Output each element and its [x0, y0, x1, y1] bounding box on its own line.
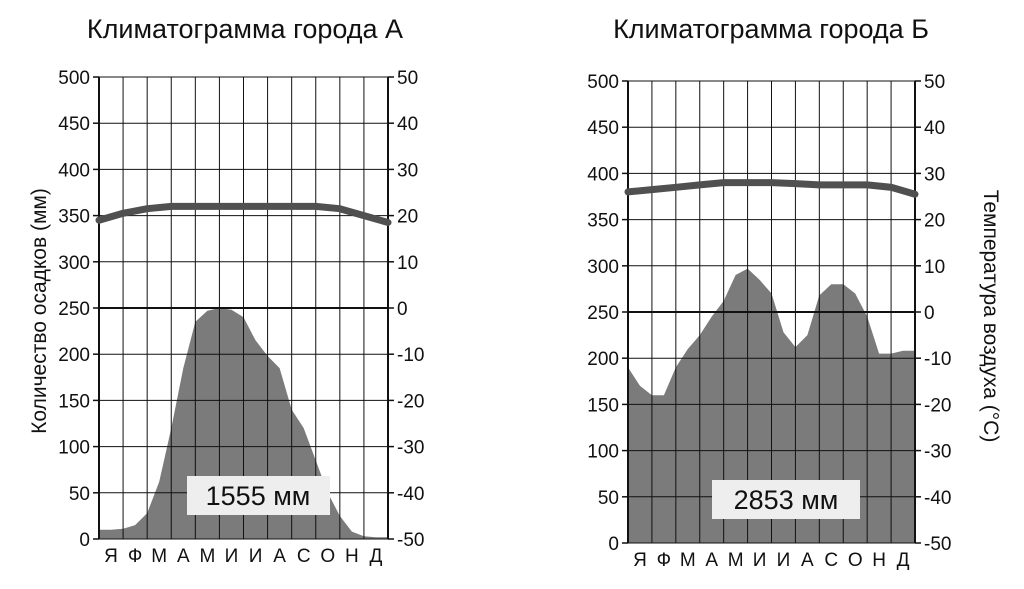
chart-a-month-label: Д [370, 546, 383, 567]
chart-b-temp-tick-label: 50 [924, 72, 945, 93]
chart-a-temp-tick-label: -30 [397, 438, 424, 459]
chart-b-month-label: А [801, 550, 814, 571]
chart-b-temp-tick-label: -20 [924, 395, 951, 416]
chart-a-month-label: М [199, 546, 215, 567]
chart-b-temp-tick-label: 30 [924, 164, 945, 185]
chart-b-precip-tick-label: 250 [587, 303, 619, 324]
chart-b-precip-tick-label: 300 [587, 257, 619, 278]
chart-a-month-label: А [177, 546, 190, 567]
chart-a-precip-tick-label: 0 [79, 530, 90, 551]
chart-b-precip-tick-label: 200 [587, 349, 619, 370]
chart-b-precip-tick-label: 0 [608, 534, 619, 555]
climatogram-city-b: Климатограмма города Б 50045040035030025… [587, 14, 1002, 571]
chart-b-precip-tick-label: 350 [587, 211, 619, 232]
chart-b-ticks: 5004504003503002502001501005005040302010… [587, 72, 951, 571]
chart-b-temp-tick-label: -40 [924, 488, 951, 509]
chart-a-ticks: 5004504003503002502001501005005040302010… [58, 68, 424, 567]
chart-a-month-label: М [151, 546, 167, 567]
chart-a-temp-tick-label: 20 [397, 207, 418, 228]
chart-a-month-label: С [297, 546, 311, 567]
chart-a-month-label: О [320, 546, 335, 567]
chart-b-month-label: Я [633, 550, 647, 571]
chart-a-precip-tick-label: 350 [58, 207, 90, 228]
chart-b-temp-tick-label: -10 [924, 349, 951, 370]
chart-a-temp-tick-label: 0 [397, 299, 408, 320]
chart-b-temp-tick-label: 0 [924, 303, 935, 324]
chart-b-month-label: И [753, 550, 767, 571]
chart-a-month-label: И [249, 546, 263, 567]
chart-a-month-label: И [225, 546, 239, 567]
chart-b-precip-tick-label: 100 [587, 442, 619, 463]
chart-a-title: Климатограмма города А [87, 14, 403, 44]
chart-b-month-label: М [680, 550, 696, 571]
chart-a-temp-tick-label: -20 [397, 391, 424, 412]
chart-a-precip-tick-label: 300 [58, 253, 90, 274]
chart-b-precip-tick-label: 50 [598, 488, 619, 509]
chart-a-temp-tick-label: 50 [397, 68, 418, 89]
chart-b-month-label: Н [872, 550, 886, 571]
chart-a-precip-tick-label: 250 [58, 299, 90, 320]
chart-a-temp-tick-label: 10 [397, 253, 418, 274]
chart-a-ylabel: Количество осадков (мм) [28, 188, 51, 434]
chart-b-month-label: С [824, 550, 838, 571]
chart-b-temp-tick-label: -50 [924, 534, 951, 555]
chart-a-month-label: А [273, 546, 286, 567]
chart-a-temp-tick-label: -50 [397, 530, 424, 551]
climatogram-city-a: Климатограмма города А 50045040035030025… [28, 14, 424, 567]
chart-b-temperature-line [624, 179, 919, 198]
chart-b-title: Климатограмма города Б [613, 14, 929, 44]
chart-b-y2label: Температура воздуха (°С) [979, 190, 1002, 443]
chart-b-precip-tick-label: 450 [587, 118, 619, 139]
chart-a-total-box [187, 476, 330, 515]
chart-a-temp-tick-label: -10 [397, 345, 424, 366]
chart-b-month-label: Д [897, 550, 910, 571]
chart-b-month-label: М [728, 550, 744, 571]
chart-b-temp-tick-label: 10 [924, 257, 945, 278]
chart-b-temp-tick-label: 20 [924, 211, 945, 232]
chart-b-temp-tick-label: 40 [924, 118, 945, 139]
chart-a-month-label: Ф [128, 546, 142, 567]
chart-b-temp-layer [624, 179, 919, 198]
chart-b-month-label: А [705, 550, 718, 571]
chart-a-temp-tick-label: 30 [397, 160, 418, 181]
chart-a-temp-layer [95, 202, 392, 226]
chart-a-temperature-line [95, 202, 392, 226]
chart-a-precip-tick-label: 400 [58, 160, 90, 181]
chart-a-precip-tick-label: 150 [58, 391, 90, 412]
chart-b-month-label: И [777, 550, 791, 571]
chart-a-precip-tick-label: 50 [69, 484, 90, 505]
chart-a-month-label: Н [345, 546, 359, 567]
chart-a-month-label: Я [104, 546, 118, 567]
chart-b-month-label: О [848, 550, 863, 571]
chart-b-total-label: 2853 мм [734, 485, 839, 515]
chart-b-total-box [712, 480, 860, 519]
chart-b-temp-tick-label: -30 [924, 442, 951, 463]
chart-a-precip-tick-label: 450 [58, 114, 90, 135]
chart-a-grid [98, 76, 389, 540]
chart-a-precip-tick-label: 500 [58, 68, 90, 89]
chart-b-precip-tick-label: 500 [587, 72, 619, 93]
chart-a-precip-tick-label: 100 [58, 438, 90, 459]
chart-b-precip-tick-label: 400 [587, 164, 619, 185]
chart-b-month-label: Ф [657, 550, 671, 571]
chart-a-temp-tick-label: 40 [397, 114, 418, 135]
chart-a-temp-tick-label: -40 [397, 484, 424, 505]
chart-a-total-label: 1555 мм [206, 481, 311, 511]
chart-a-precip-tick-label: 200 [58, 345, 90, 366]
chart-b-precip-tick-label: 150 [587, 395, 619, 416]
